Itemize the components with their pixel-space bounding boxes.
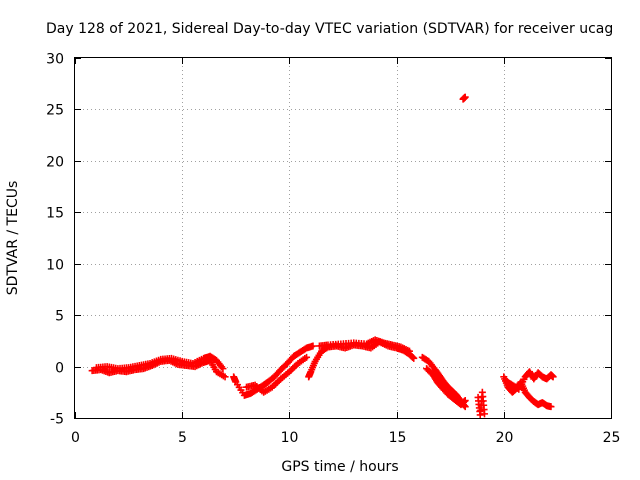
y-axis-title: SDTVAR / TECUs bbox=[5, 181, 21, 296]
y-axis: -5 0 5 10 15 20 25 30 bbox=[46, 52, 611, 428]
x-tick-label: 0 bbox=[71, 430, 80, 446]
grid bbox=[75, 58, 611, 418]
x-axis: 0 5 10 15 20 25 bbox=[71, 58, 620, 446]
data-point bbox=[303, 353, 311, 361]
y-tick-label: 25 bbox=[46, 103, 64, 119]
data-point bbox=[309, 342, 317, 350]
data-point bbox=[547, 403, 555, 411]
chart-title: Day 128 of 2021, Sidereal Day-to-day VTE… bbox=[46, 21, 613, 37]
series-segment-6 bbox=[500, 373, 555, 411]
y-tick-label: 10 bbox=[46, 258, 64, 274]
series-segment-4-lower bbox=[423, 365, 469, 409]
series-segment-3-upper bbox=[315, 336, 413, 355]
series-segment-2-lower bbox=[243, 353, 311, 396]
x-axis-title: GPS time / hours bbox=[281, 459, 398, 475]
series-outlier bbox=[459, 93, 469, 103]
data-point bbox=[461, 397, 469, 405]
data-point bbox=[221, 373, 229, 381]
y-tick-label: 15 bbox=[46, 206, 64, 222]
x-tick-label: 10 bbox=[281, 430, 299, 446]
x-tick-label: 20 bbox=[496, 430, 514, 446]
data-point bbox=[219, 365, 227, 373]
y-tick-label: -5 bbox=[50, 412, 64, 428]
data-point bbox=[409, 354, 417, 362]
data-point bbox=[481, 410, 489, 418]
series-segment-6-upper bbox=[502, 368, 557, 393]
data-point bbox=[549, 373, 557, 381]
series-segment-5 bbox=[474, 388, 489, 419]
y-tick-label: 0 bbox=[55, 361, 64, 377]
y-tick-label: 30 bbox=[46, 52, 64, 68]
data-point bbox=[410, 354, 418, 362]
x-tick-label: 5 bbox=[178, 430, 187, 446]
data-points bbox=[88, 93, 557, 419]
y-tick-label: 20 bbox=[46, 155, 64, 171]
y-tick-label: 5 bbox=[55, 309, 64, 325]
plot-frame bbox=[74, 57, 612, 419]
data-point bbox=[461, 93, 469, 101]
x-tick-label: 25 bbox=[603, 430, 621, 446]
series-segment-2 bbox=[230, 342, 317, 399]
series-segment-1-upper bbox=[92, 352, 227, 373]
x-tick-label: 15 bbox=[389, 430, 407, 446]
data-point bbox=[460, 397, 468, 405]
data-point bbox=[405, 347, 413, 355]
